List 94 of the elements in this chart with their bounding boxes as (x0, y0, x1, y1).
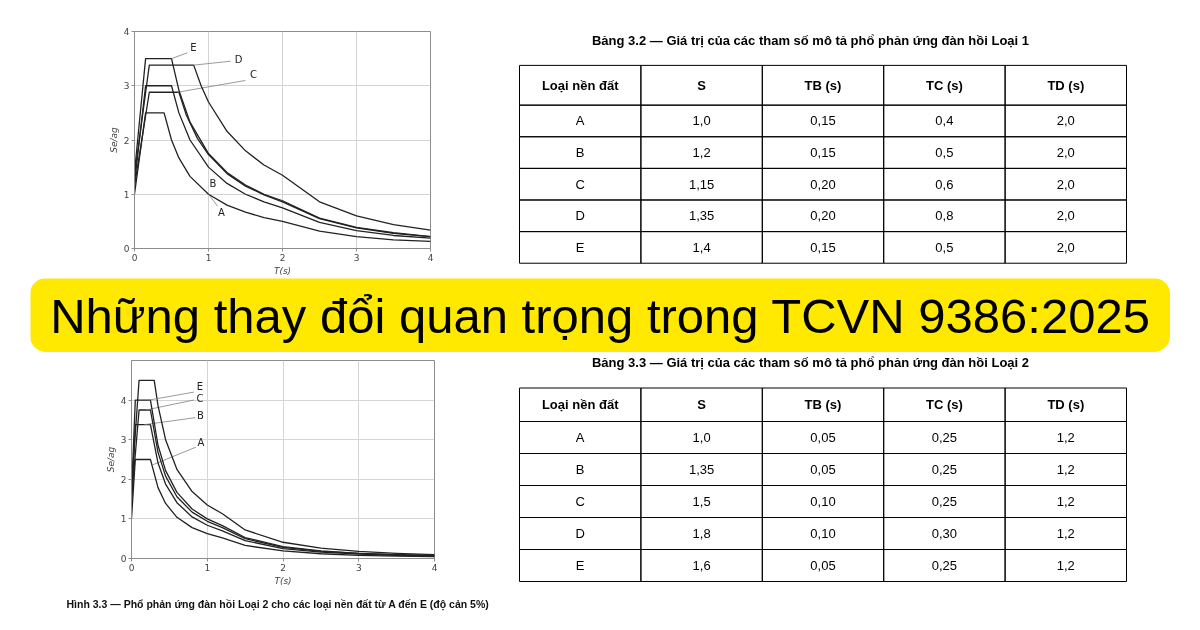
data-label: 0,5 (935, 239, 954, 255)
y-tick-label: 1 (123, 189, 130, 200)
data-label: 0,15 (810, 113, 836, 129)
x-tick-label: TD (s) (1047, 77, 1085, 93)
data-label: 0,15 (810, 145, 836, 161)
x-tick-label: 2 (280, 562, 286, 573)
data-label: 1,2 (1056, 494, 1075, 509)
series-label: B (209, 177, 217, 189)
data-label: 0,10 (810, 494, 836, 509)
data-label: 1,2 (1056, 430, 1075, 445)
data-label: 1,2 (1056, 462, 1075, 477)
y-tick-label: E (575, 558, 585, 573)
data-label: 0,05 (810, 462, 836, 477)
data-label: 1,35 (688, 462, 715, 477)
data-label: 1,2 (692, 145, 711, 161)
data-label: 1,8 (692, 526, 711, 541)
x-tick-label: TC (s) (925, 397, 963, 413)
y-tick-label: B (575, 145, 585, 161)
x-tick-label: S (697, 397, 707, 413)
y-tick-label: C (575, 494, 585, 509)
y-tick-label: E (575, 239, 585, 255)
x-tick-label: TC (s) (925, 77, 963, 93)
y-tick-label: 2 (120, 474, 127, 485)
data-label: 0,4 (935, 113, 954, 129)
x-tick-label: 1 (204, 562, 211, 573)
text: C (196, 392, 204, 404)
data-label: 1,4 (692, 239, 711, 255)
y-tick-label: A (575, 430, 585, 445)
x-tick-label: 3 (355, 562, 362, 573)
data-label: 0,5 (935, 145, 954, 161)
data-label: 2,0 (1056, 113, 1075, 129)
data-label: 0,30 (931, 526, 958, 541)
data-label: 0,20 (810, 208, 836, 224)
x-axis-title: T(s) (274, 575, 292, 586)
y-tick-label: C (575, 176, 585, 192)
text: Hình 3.3 — Phổ phản ứng đàn hồi Loại 2 cho các loại nền đất từ A đến E (độ cản 5%) (66, 597, 489, 611)
chart-title: Bảng 3.2 — Giá trị của các tham số mô tả phổ phản ứng đàn hồi Loại 1 (591, 32, 1030, 48)
data-label: 2,0 (1056, 145, 1075, 161)
x-tick-label: 0 (131, 252, 138, 263)
x-tick-label: 1 (205, 252, 212, 263)
data-label: 1,2 (1056, 558, 1075, 573)
data-label: 0,6 (935, 176, 954, 192)
series-label: A (218, 207, 226, 219)
chart-title: Bảng 3.3 — Giá trị của các tham số mô tả phổ phản ứng đàn hồi Loại 2 (591, 354, 1030, 370)
data-label: 0,05 (810, 430, 836, 445)
text: D (234, 53, 243, 65)
text: B (196, 410, 204, 422)
data-label: 2,0 (1056, 239, 1075, 255)
y-tick-label: 4 (123, 27, 130, 37)
data-label: 0,15 (810, 239, 836, 255)
y-tick-label: 2 (123, 135, 130, 146)
x-tick-label: TB (s) (804, 77, 842, 93)
text: E (196, 380, 204, 392)
y-axis-title: Se/ag (108, 126, 119, 153)
series-label: E (190, 42, 197, 54)
x-axis-title: T(s) (273, 265, 292, 276)
text: A (197, 436, 205, 448)
y-tick-label: D (575, 208, 585, 224)
data-label: 1,5 (692, 494, 711, 509)
data-label: 0,8 (935, 208, 954, 224)
data-label: 0,05 (810, 558, 836, 573)
data-label: 0,25 (931, 430, 958, 445)
data-label: 0,25 (931, 462, 958, 477)
data-label: 1,0 (692, 430, 711, 445)
data-label: 1,2 (1056, 526, 1075, 541)
x-tick-label: 4 (427, 252, 434, 263)
y-tick-label: 0 (123, 244, 130, 254)
x-tick-label: TD (s) (1047, 397, 1085, 413)
data-label: 2,0 (1056, 208, 1075, 224)
data-label: 0,20 (810, 176, 836, 192)
text: C (249, 69, 257, 81)
y-tick-label: 0 (120, 554, 127, 564)
y-tick-label: D (575, 526, 585, 541)
data-label: 0,25 (931, 558, 958, 573)
text: Những thay đổi quan trọng trong TCVN 9386:2025 (50, 288, 1150, 343)
y-tick-label: 1 (120, 514, 127, 525)
x-tick-label: 4 (431, 562, 438, 573)
y-tick-label: 3 (120, 435, 127, 446)
x-tick-label: TB (s) (804, 397, 842, 413)
y-axis-title: Loại nền đất (541, 397, 620, 413)
data-label: 0,10 (810, 526, 836, 541)
x-tick-label: 3 (353, 252, 360, 263)
y-axis-title: Loại nền đất (541, 77, 620, 93)
y-axis-title: Se/ag (105, 446, 116, 473)
data-label: 0,25 (931, 494, 958, 509)
x-tick-label: S (697, 77, 707, 93)
data-label: 1,35 (688, 208, 715, 224)
data-label: 1,0 (692, 113, 711, 129)
data-label: 1,6 (692, 558, 711, 573)
y-tick-label: A (575, 113, 585, 129)
y-tick-label: B (575, 462, 585, 477)
data-label: 1,15 (688, 176, 715, 192)
x-tick-label: 2 (279, 252, 286, 263)
data-label: 2,0 (1056, 176, 1075, 192)
